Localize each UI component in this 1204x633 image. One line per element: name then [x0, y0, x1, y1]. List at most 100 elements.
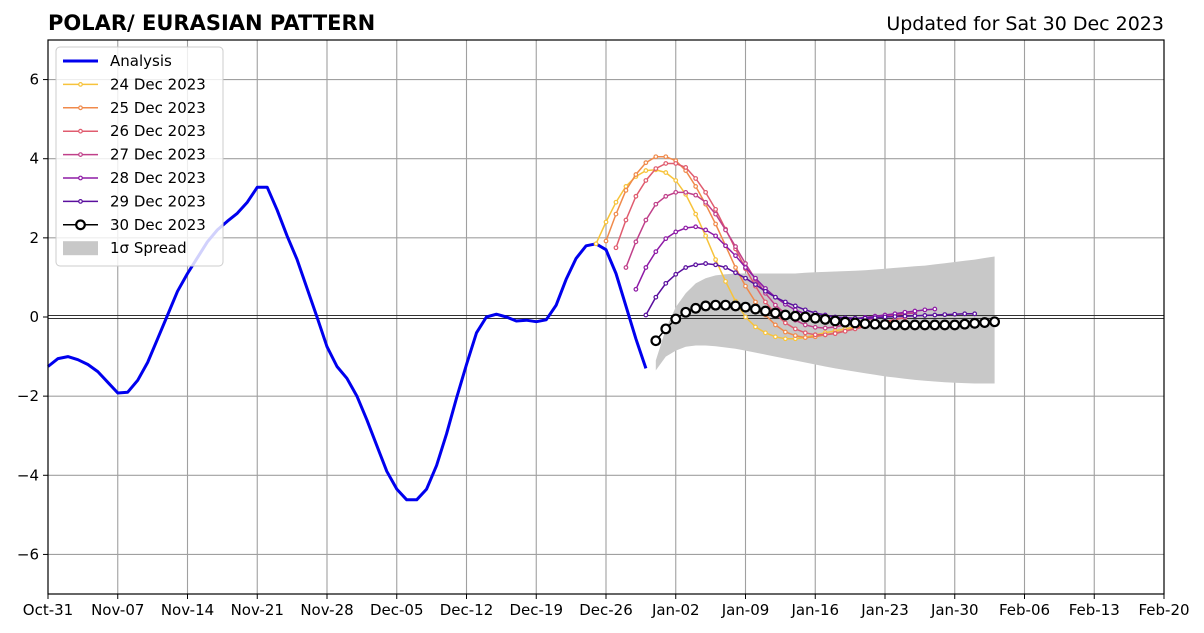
series-point [889, 319, 901, 331]
series-point [782, 336, 788, 342]
series-point [653, 154, 659, 160]
series-point [859, 318, 871, 330]
series-point [772, 302, 778, 308]
legend-label: 1σ Spread [110, 239, 187, 257]
series-point [812, 332, 818, 338]
legend-marker [78, 81, 83, 87]
series-point [842, 328, 848, 334]
series-point [812, 324, 818, 330]
legend-item: 29 Dec 2023 [63, 192, 206, 210]
series-point [683, 189, 689, 195]
series-point [703, 189, 709, 195]
series-point [899, 319, 911, 331]
chart-subtitle: Updated for Sat 30 Dec 2023 [886, 13, 1164, 35]
x-tick-label: Jan-02 [651, 601, 700, 619]
x-tick-label: Nov-07 [91, 601, 144, 619]
series-point [802, 335, 808, 340]
series-point [643, 312, 649, 318]
series-point [879, 319, 891, 330]
series-point [792, 303, 798, 309]
legend-item: 30 Dec 2023 [63, 216, 206, 234]
series-point [782, 299, 788, 305]
series-point [613, 199, 619, 205]
series-point [713, 206, 719, 212]
series-point [829, 315, 841, 327]
y-tick-label: −2 [17, 387, 39, 405]
series-point [769, 307, 781, 319]
series-point [760, 305, 771, 317]
legend-marker [78, 105, 83, 111]
series-point [660, 323, 672, 335]
x-tick-label: Feb-13 [1069, 601, 1120, 619]
series-point [942, 312, 948, 318]
series-point [809, 312, 821, 324]
series-point [772, 334, 778, 340]
series-point [673, 161, 679, 166]
legend-marker [75, 219, 86, 231]
series-point [713, 211, 719, 217]
legend-item: 24 Dec 2023 [63, 75, 206, 93]
series-point [869, 318, 881, 330]
series-point [703, 227, 709, 233]
series-point [633, 193, 639, 199]
series-point [713, 221, 719, 227]
series-point [909, 319, 921, 331]
x-tick-label: Jan-16 [790, 601, 839, 619]
series-point [772, 294, 778, 300]
series-point [782, 329, 788, 335]
legend-swatch [63, 241, 98, 256]
series-point [693, 192, 699, 198]
y-tick-label: −6 [17, 545, 39, 563]
series-point [822, 332, 828, 338]
legend-label: 27 Dec 2023 [110, 146, 206, 164]
x-tick-label: Nov-14 [161, 601, 214, 619]
series-point [623, 187, 629, 193]
series-point [633, 172, 639, 177]
series-point [753, 275, 758, 281]
series-point [723, 243, 728, 249]
series-point [683, 165, 689, 170]
series-point [663, 236, 669, 242]
x-tick-label: Dec-12 [440, 601, 494, 619]
y-tick-label: 2 [29, 229, 39, 247]
y-tick-label: 6 [29, 71, 39, 89]
series-point [902, 313, 908, 319]
series-point [882, 314, 888, 320]
series-point [713, 233, 719, 239]
series-point [849, 317, 861, 329]
series-point [700, 300, 712, 312]
series-point [663, 193, 669, 199]
series-point [693, 211, 699, 217]
series-point [723, 278, 728, 284]
legend-marker [78, 198, 83, 204]
legend-item: 27 Dec 2023 [63, 146, 206, 164]
ticks-layer: Oct-31 Nov-07 Nov-14 Nov-21 Nov-28 Dec-05 Dec-… [17, 71, 1190, 619]
series-point [623, 217, 629, 223]
legend-item: 26 Dec 2023 [63, 122, 206, 140]
series-point [703, 261, 709, 266]
legend-label: 26 Dec 2023 [110, 122, 206, 140]
legend-label: 25 Dec 2023 [110, 99, 206, 117]
series-point [653, 166, 659, 172]
series-point [779, 309, 791, 321]
series-point [723, 265, 728, 270]
series-point [939, 319, 951, 331]
series-line [645, 262, 975, 319]
series-point [710, 299, 722, 311]
series-point [733, 270, 738, 276]
series-point [952, 311, 958, 317]
x-tick-label: Jan-09 [721, 601, 770, 619]
x-tick-label: Dec-19 [509, 601, 563, 619]
series-point [763, 330, 768, 336]
series-point [673, 229, 679, 235]
series-point [643, 168, 649, 173]
series-point [613, 211, 619, 217]
series-point [799, 311, 811, 323]
series-layer [593, 154, 1001, 347]
series-point [650, 335, 662, 347]
legend: Analysis 24 Dec 2023 25 Dec 2023 26 Dec 202… [55, 46, 224, 267]
series-point [703, 199, 709, 205]
series-point [902, 309, 908, 315]
